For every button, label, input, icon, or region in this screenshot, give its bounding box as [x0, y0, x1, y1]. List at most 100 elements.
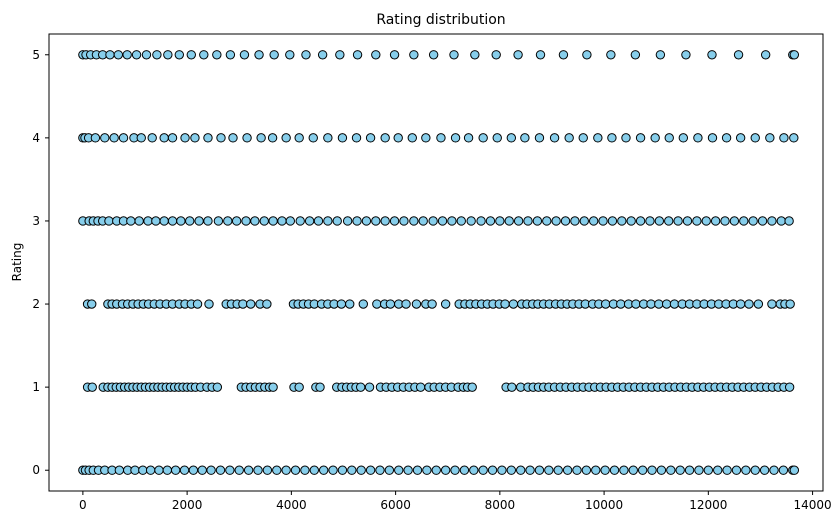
data-point [428, 216, 438, 226]
data-point [553, 465, 563, 475]
data-point [508, 299, 519, 309]
data-point [375, 465, 385, 475]
data-point [267, 133, 278, 143]
data-point [436, 133, 446, 143]
data-point [440, 299, 451, 309]
data-point [141, 50, 152, 60]
data-point [281, 133, 291, 143]
data-point [421, 133, 431, 143]
data-point [765, 133, 775, 143]
data-point [87, 299, 97, 309]
data-point [720, 216, 730, 226]
data-point [206, 465, 216, 475]
data-point [450, 133, 461, 143]
data-point [351, 133, 362, 143]
data-point [656, 465, 667, 475]
data-point [784, 382, 795, 392]
x-axis: 0 2000 4000 6000 8000 10000 12000 14000 [79, 491, 832, 512]
data-point [558, 50, 569, 60]
data-point [466, 216, 476, 226]
data-point [495, 216, 505, 226]
data-point [621, 133, 631, 143]
data-point [167, 216, 178, 226]
data-point [87, 382, 97, 392]
data-point [607, 216, 618, 226]
data-point [666, 465, 676, 475]
data-point [504, 216, 514, 226]
data-point [294, 382, 304, 392]
data-point [470, 50, 480, 60]
data-point [332, 216, 342, 226]
data-point [179, 465, 190, 475]
data-point [491, 50, 501, 60]
data-point [516, 465, 526, 475]
data-point [126, 216, 136, 226]
x-tick-label: 4000 [276, 498, 307, 512]
data-point [197, 465, 207, 475]
data-point [645, 216, 655, 226]
data-point [313, 216, 324, 226]
y-tick-label: 5 [32, 48, 40, 62]
data-point [750, 133, 760, 143]
data-point [246, 299, 256, 309]
data-point [356, 465, 366, 475]
data-point [272, 465, 282, 475]
data-point [440, 465, 451, 475]
y-tick-label: 1 [32, 380, 40, 394]
data-point [759, 465, 770, 475]
data-point [174, 50, 185, 60]
data-point [669, 299, 680, 309]
x-tick-label: 2000 [172, 498, 203, 512]
data-point [469, 465, 479, 475]
data-point [692, 216, 702, 226]
data-point [459, 465, 470, 475]
data-point [380, 133, 390, 143]
data-point [607, 133, 617, 143]
data-point [365, 465, 376, 475]
data-point [476, 216, 486, 226]
data-point [242, 133, 252, 143]
series-rating-2 [82, 299, 795, 309]
data-point [673, 216, 683, 226]
data-point [122, 50, 132, 60]
data-point [407, 133, 417, 143]
data-point [231, 216, 242, 226]
data-point [647, 465, 657, 475]
data-point [525, 465, 535, 475]
data-point [241, 216, 251, 226]
data-point [492, 133, 502, 143]
data-point [735, 299, 746, 309]
data-point [301, 50, 311, 60]
data-point [154, 465, 164, 475]
data-point [750, 465, 760, 475]
data-point [268, 382, 278, 392]
data-point [682, 216, 693, 226]
data-point [609, 465, 620, 475]
data-point [664, 216, 674, 226]
data-point [789, 465, 800, 475]
data-point [600, 465, 610, 475]
data-point [418, 216, 428, 226]
data-point [212, 382, 223, 392]
data-point [721, 133, 732, 143]
data-point [281, 465, 291, 475]
data-point [225, 50, 236, 60]
data-point [268, 216, 278, 226]
data-point [269, 50, 279, 60]
data-point [757, 216, 768, 226]
data-point [463, 133, 474, 143]
data-point [294, 133, 304, 143]
data-point [361, 216, 372, 226]
data-point [661, 299, 672, 309]
data-point [534, 133, 545, 143]
data-point [212, 50, 222, 60]
data-point [487, 465, 498, 475]
data-point [753, 299, 764, 309]
data-point [352, 216, 362, 226]
data-point [204, 299, 214, 309]
plot-frame [48, 33, 824, 492]
data-point [185, 216, 195, 226]
data-point [513, 216, 524, 226]
data-point [371, 50, 381, 60]
y-tick-label: 4 [32, 131, 40, 145]
